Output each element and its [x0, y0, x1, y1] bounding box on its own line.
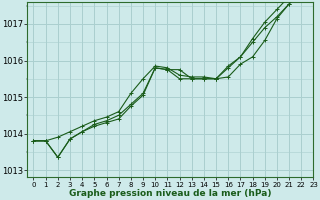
X-axis label: Graphe pression niveau de la mer (hPa): Graphe pression niveau de la mer (hPa): [69, 189, 272, 198]
